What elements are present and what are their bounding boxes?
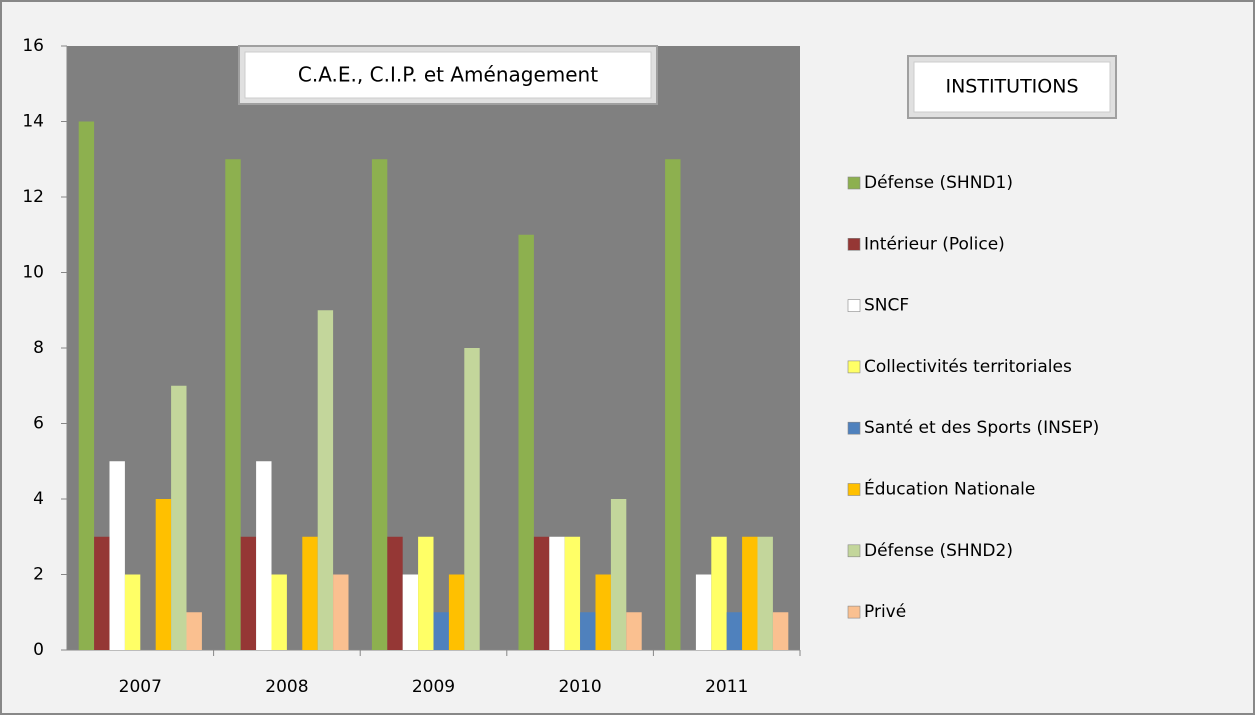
y-tick-label: 14 <box>22 112 44 132</box>
bar <box>402 574 419 650</box>
legend-swatch <box>847 544 861 558</box>
legend-swatch <box>847 238 861 251</box>
bar <box>433 612 449 650</box>
y-tick-label: 0 <box>33 640 44 660</box>
y-tick-label: 6 <box>33 414 44 434</box>
legend-swatch <box>847 483 861 496</box>
bar <box>726 612 743 650</box>
legend-label: Défense (SHND2) <box>864 541 1013 561</box>
legend-label: Santé et des Sports (INSEP) <box>864 418 1099 438</box>
x-tick-label: 2008 <box>265 677 308 697</box>
y-tick-label: 4 <box>33 489 44 509</box>
legend-label: Éducation Nationale <box>864 478 1035 500</box>
bar <box>371 159 388 650</box>
x-tick-label: 2009 <box>412 677 455 697</box>
legend-swatch <box>847 605 861 619</box>
legend-swatch <box>847 176 861 190</box>
bar <box>711 536 727 650</box>
title-inner <box>244 51 652 99</box>
bar <box>742 536 758 650</box>
bar <box>418 536 434 650</box>
legend-label: Intérieur (Police) <box>864 234 1005 254</box>
y-tick-label: 10 <box>22 263 44 283</box>
bar <box>317 310 334 650</box>
bar <box>626 612 642 650</box>
bar <box>610 499 627 650</box>
bar <box>109 461 125 650</box>
x-tick-label: 2010 <box>558 677 601 697</box>
bar <box>124 574 141 650</box>
legend-label: Privé <box>864 602 906 622</box>
title-box: C.A.E., C.I.P. et Aménagement <box>238 45 658 105</box>
bar <box>256 461 272 650</box>
bar <box>665 159 681 650</box>
bar <box>186 612 202 650</box>
bar <box>580 612 596 650</box>
bar <box>695 574 712 650</box>
legend-swatch <box>847 421 861 435</box>
bar <box>549 536 565 650</box>
bar <box>225 159 241 650</box>
bar <box>387 536 403 650</box>
legend-label: SNCF <box>864 296 909 316</box>
bar <box>94 536 110 650</box>
bar <box>533 536 550 650</box>
bar <box>240 536 257 650</box>
chart-title: C.A.E., C.I.P. et Aménagement <box>298 63 598 87</box>
bar <box>171 385 187 650</box>
bar <box>155 499 172 650</box>
y-tick-label: 12 <box>22 187 44 207</box>
legend-title-inner <box>913 61 1111 113</box>
y-tick-label: 16 <box>22 36 44 56</box>
bar <box>464 348 480 650</box>
x-tick-label: 2011 <box>705 677 748 697</box>
bar <box>271 574 287 650</box>
legend-title-box: INSTITUTIONS <box>907 55 1117 119</box>
bar <box>302 536 318 650</box>
bar <box>448 574 465 650</box>
bar <box>78 121 95 650</box>
legend-swatch <box>847 360 861 374</box>
legend-label: Collectivités territoriales <box>864 357 1072 377</box>
bar <box>333 574 349 650</box>
y-tick-label: 8 <box>33 338 44 358</box>
bar <box>518 234 534 650</box>
legend-swatch <box>847 299 861 312</box>
bar <box>772 612 789 650</box>
bar <box>595 574 611 650</box>
bar <box>564 536 581 650</box>
x-tick-label: 2007 <box>119 677 162 697</box>
legend-label: Défense (SHND1) <box>864 173 1013 193</box>
legend-title: INSTITUTIONS <box>945 76 1078 98</box>
bar <box>757 536 773 650</box>
y-tick-label: 2 <box>33 565 44 585</box>
